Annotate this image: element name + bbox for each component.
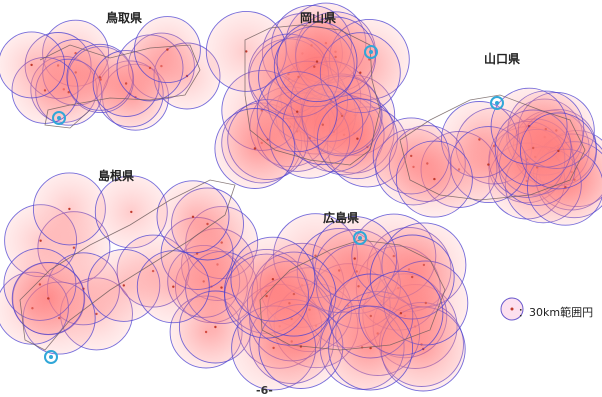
- station-marker-hiroshima: [353, 231, 367, 245]
- site-dot: [369, 346, 372, 350]
- site-dot: [191, 215, 195, 218]
- station-marker-shimane: [44, 350, 58, 364]
- station-marker-tottori: [52, 111, 66, 125]
- hiroshima-label: 広島県: [323, 211, 360, 225]
- site-dot: [245, 50, 248, 53]
- tottori-label: 鳥取県: [106, 11, 143, 25]
- site-dot: [166, 48, 169, 51]
- site-dot: [399, 312, 403, 315]
- shimane-range-circles: [0, 172, 259, 369]
- site-dot: [253, 147, 257, 150]
- station-marker-okayama: [364, 45, 378, 59]
- site-dot: [30, 63, 33, 67]
- site-dot: [68, 207, 71, 211]
- site-dot: [47, 297, 50, 300]
- site-dot: [315, 60, 319, 63]
- tottori-range-circles: [0, 16, 221, 131]
- site-dot: [356, 137, 359, 140]
- station-markers: [44, 45, 504, 364]
- page-number: -6-: [256, 384, 273, 397]
- site-dot: [487, 163, 490, 166]
- site-dot: [122, 284, 126, 287]
- coastlines: [19, 24, 586, 351]
- station-marker-yamaguchi: [490, 96, 504, 110]
- site-dot: [271, 278, 275, 281]
- okayama-label: 岡山県: [300, 11, 337, 25]
- yamaguchi-label: 山口県: [484, 52, 521, 66]
- site-dot: [214, 325, 217, 329]
- site-dot: [296, 110, 299, 113]
- site-dot: [557, 149, 560, 153]
- site-dot: [39, 239, 42, 242]
- site-dot: [353, 257, 356, 260]
- site-dot: [130, 210, 133, 214]
- site-dot: [172, 285, 175, 288]
- legend-label: ：30km範囲円: [518, 306, 594, 319]
- hiroshima-range-circles: [223, 213, 469, 392]
- legend-symbol: [500, 297, 524, 321]
- okayama-range-circles: [205, 2, 410, 189]
- yamaguchi-range-circles: [372, 87, 602, 226]
- site-dot: [359, 71, 362, 74]
- site-dot: [220, 286, 223, 289]
- shimane-label: 島根県: [98, 169, 135, 183]
- site-dot: [433, 177, 436, 181]
